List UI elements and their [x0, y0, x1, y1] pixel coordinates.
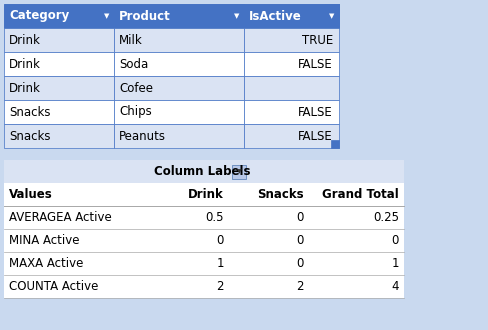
Text: FALSE: FALSE	[298, 129, 332, 143]
Bar	[330, 140, 338, 148]
Text: 2: 2	[296, 280, 304, 293]
Text: AVERAGEA Active: AVERAGEA Active	[9, 211, 112, 224]
Text: Cofee: Cofee	[119, 82, 153, 94]
Bar	[244, 28, 338, 52]
Bar	[4, 183, 403, 206]
Text: Drink: Drink	[9, 82, 41, 94]
Bar	[244, 4, 338, 28]
Bar	[4, 275, 403, 298]
Bar	[114, 28, 244, 52]
Bar	[244, 76, 338, 100]
Text: Grand Total: Grand Total	[322, 188, 398, 201]
Bar	[4, 76, 114, 100]
Bar	[4, 124, 114, 148]
Bar	[4, 252, 403, 275]
Bar	[4, 52, 114, 76]
Text: ▼: ▼	[104, 13, 109, 19]
Text: 1: 1	[391, 257, 398, 270]
Text: TRUE: TRUE	[301, 34, 332, 47]
Text: Peanuts: Peanuts	[119, 129, 165, 143]
Bar	[4, 28, 114, 52]
Text: FALSE: FALSE	[298, 106, 332, 118]
Text: Soda: Soda	[119, 57, 148, 71]
Text: 0: 0	[296, 257, 304, 270]
Text: FALSE: FALSE	[298, 57, 332, 71]
Bar	[4, 160, 403, 183]
Bar	[244, 52, 338, 76]
Text: Snacks: Snacks	[9, 129, 50, 143]
Text: Values: Values	[9, 188, 53, 201]
Text: IsActive: IsActive	[248, 10, 301, 22]
Text: 0: 0	[216, 234, 224, 247]
Bar	[229, 4, 244, 28]
Text: 0.25: 0.25	[372, 211, 398, 224]
Bar	[244, 100, 338, 124]
Text: ▼: ▼	[236, 169, 241, 174]
Text: ▼: ▼	[328, 13, 334, 19]
Text: 0.5: 0.5	[205, 211, 224, 224]
Text: ▼: ▼	[234, 13, 239, 19]
Bar	[114, 76, 244, 100]
Bar	[114, 100, 244, 124]
Text: Chips: Chips	[119, 106, 151, 118]
Text: Column Labels: Column Labels	[154, 165, 250, 178]
Text: MINA Active: MINA Active	[9, 234, 80, 247]
Text: 0: 0	[296, 234, 304, 247]
Bar	[244, 124, 338, 148]
Text: 0: 0	[296, 211, 304, 224]
Text: Milk: Milk	[119, 34, 142, 47]
Bar	[4, 206, 403, 229]
Bar	[231, 164, 245, 179]
Text: 2: 2	[216, 280, 224, 293]
Bar	[114, 4, 244, 28]
Text: COUNTA Active: COUNTA Active	[9, 280, 98, 293]
Text: 4: 4	[391, 280, 398, 293]
Bar	[325, 4, 338, 28]
Bar	[114, 124, 244, 148]
Text: Product: Product	[119, 10, 170, 22]
Text: Drink: Drink	[9, 57, 41, 71]
Text: Drink: Drink	[188, 188, 224, 201]
Text: MAXA Active: MAXA Active	[9, 257, 83, 270]
Text: 1: 1	[216, 257, 224, 270]
Text: Snacks: Snacks	[9, 106, 50, 118]
Text: Snacks: Snacks	[257, 188, 304, 201]
Bar	[114, 52, 244, 76]
Bar	[100, 4, 114, 28]
Bar	[4, 4, 114, 28]
Text: 0: 0	[391, 234, 398, 247]
Bar	[4, 100, 114, 124]
Text: Drink: Drink	[9, 34, 41, 47]
Text: Category: Category	[9, 10, 69, 22]
Bar	[4, 229, 403, 252]
